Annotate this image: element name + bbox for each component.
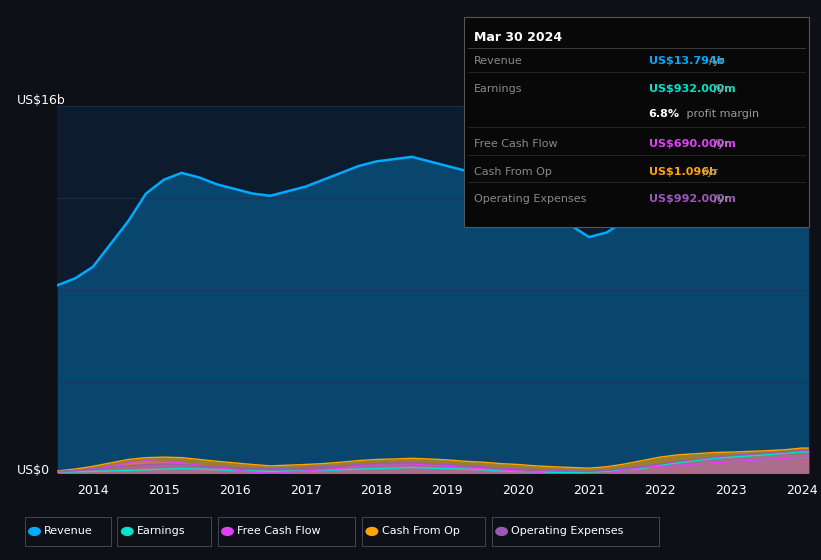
Text: /yr: /yr: [709, 57, 723, 67]
Text: Free Cash Flow: Free Cash Flow: [237, 526, 321, 536]
Text: US$16b: US$16b: [16, 94, 65, 108]
Text: Free Cash Flow: Free Cash Flow: [474, 139, 557, 149]
Text: profit margin: profit margin: [683, 109, 759, 119]
Text: Cash From Op: Cash From Op: [474, 167, 552, 176]
Text: /yr: /yr: [703, 167, 718, 176]
Text: Operating Expenses: Operating Expenses: [511, 526, 624, 536]
Text: US$690.000m: US$690.000m: [649, 139, 736, 149]
Text: Operating Expenses: Operating Expenses: [474, 194, 586, 204]
Text: 6.8%: 6.8%: [649, 109, 680, 119]
Text: /yr: /yr: [714, 84, 729, 94]
Text: Revenue: Revenue: [44, 526, 93, 536]
Text: US$0: US$0: [16, 464, 49, 477]
Text: US$1.096b: US$1.096b: [649, 167, 717, 176]
Text: US$992.000m: US$992.000m: [649, 194, 736, 204]
Text: Mar 30 2024: Mar 30 2024: [474, 31, 562, 44]
Text: Revenue: Revenue: [474, 57, 522, 67]
Text: US$13.794b: US$13.794b: [649, 57, 724, 67]
Text: Earnings: Earnings: [137, 526, 186, 536]
Text: Cash From Op: Cash From Op: [382, 526, 460, 536]
Text: /yr: /yr: [714, 194, 729, 204]
Text: /yr: /yr: [714, 139, 729, 149]
Text: US$932.000m: US$932.000m: [649, 84, 736, 94]
Text: Earnings: Earnings: [474, 84, 522, 94]
